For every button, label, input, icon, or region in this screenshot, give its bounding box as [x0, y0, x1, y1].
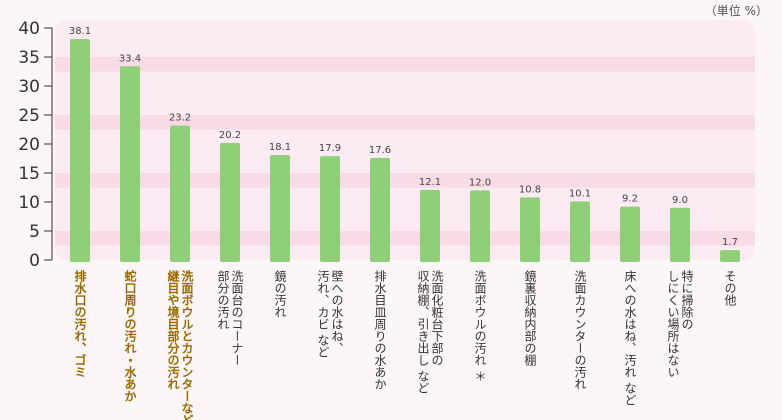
bar-12 [620, 206, 640, 262]
unit-label: （単位 %） [704, 4, 768, 18]
bar-2 [120, 66, 140, 262]
bar-13 [670, 207, 690, 262]
plot-stripe [55, 115, 755, 130]
bar-11 [570, 201, 590, 262]
category-label: 汚れ、カビ など [316, 270, 330, 358]
value-label: 20.2 [219, 130, 241, 141]
category-label: 部分の汚れ [216, 269, 230, 330]
bar-5 [270, 155, 290, 262]
category-label: しにくい場所はない [666, 270, 680, 378]
bar-1 [70, 39, 90, 262]
y-tick-label: 30 [18, 77, 40, 97]
bar-6 [320, 156, 340, 262]
category-label: 特に掃除の [680, 269, 694, 330]
y-tick-label: 20 [18, 135, 40, 155]
category-label: 継目や境目部分の汚れ [166, 269, 180, 390]
value-label: 33.4 [119, 53, 141, 64]
plot-background [55, 20, 755, 260]
y-tick-label: 10 [18, 193, 40, 213]
category-label: 収納棚、引き出し など [416, 270, 430, 394]
category-label: 洗面ボウルの汚れ ＊ [473, 270, 487, 382]
y-tick-label: 5 [29, 222, 40, 242]
value-label: 12.0 [469, 177, 491, 188]
category-label: 壁への水はね、 [330, 269, 344, 354]
y-tick-label: 35 [18, 48, 40, 68]
category-label: 洗面ボウルとカウンターなど [180, 269, 194, 420]
bar-14 [720, 250, 740, 262]
category-label: 床への水はね、汚れ など [623, 270, 637, 406]
y-tick-label: 25 [18, 106, 40, 126]
plot-stripe [55, 173, 755, 188]
value-label: 1.7 [722, 237, 738, 248]
y-tick-label: 15 [18, 164, 40, 184]
category-label: その他 [723, 270, 737, 306]
category-label: 洗面化粧台下部の [430, 270, 444, 366]
bar-9 [470, 190, 490, 262]
value-label: 38.1 [69, 26, 91, 37]
category-label: 排水口の汚れ、ゴミ [73, 269, 87, 378]
bar-3 [170, 125, 190, 262]
bar-4 [220, 142, 240, 262]
plot-stripe [55, 57, 755, 72]
value-label: 9.0 [672, 195, 688, 206]
value-label: 17.9 [319, 143, 341, 154]
category-label: 鏡の汚れ [273, 269, 287, 318]
y-tick-label: 40 [18, 19, 40, 39]
plot-stripe [55, 231, 755, 246]
value-label: 10.8 [519, 184, 541, 195]
value-label: 10.1 [569, 188, 591, 199]
bar-7 [370, 157, 390, 262]
category-label: 排水目皿周りの水あか [373, 270, 387, 390]
bar-10 [520, 197, 540, 262]
value-label: 17.6 [369, 145, 391, 156]
y-tick-label: 0 [29, 251, 40, 271]
category-label: 蛇口周りの汚れ・水あか [123, 269, 137, 402]
value-label: 23.2 [169, 112, 191, 123]
value-label: 12.1 [419, 177, 441, 188]
value-label: 18.1 [269, 142, 291, 153]
category-label: 洗面台のコーナー [230, 270, 244, 366]
category-label: 鏡裏収納内部の棚 [523, 269, 537, 367]
bar-8 [420, 189, 440, 262]
value-label: 9.2 [622, 194, 638, 205]
category-label: 洗面カウンターの汚れ [573, 270, 587, 390]
